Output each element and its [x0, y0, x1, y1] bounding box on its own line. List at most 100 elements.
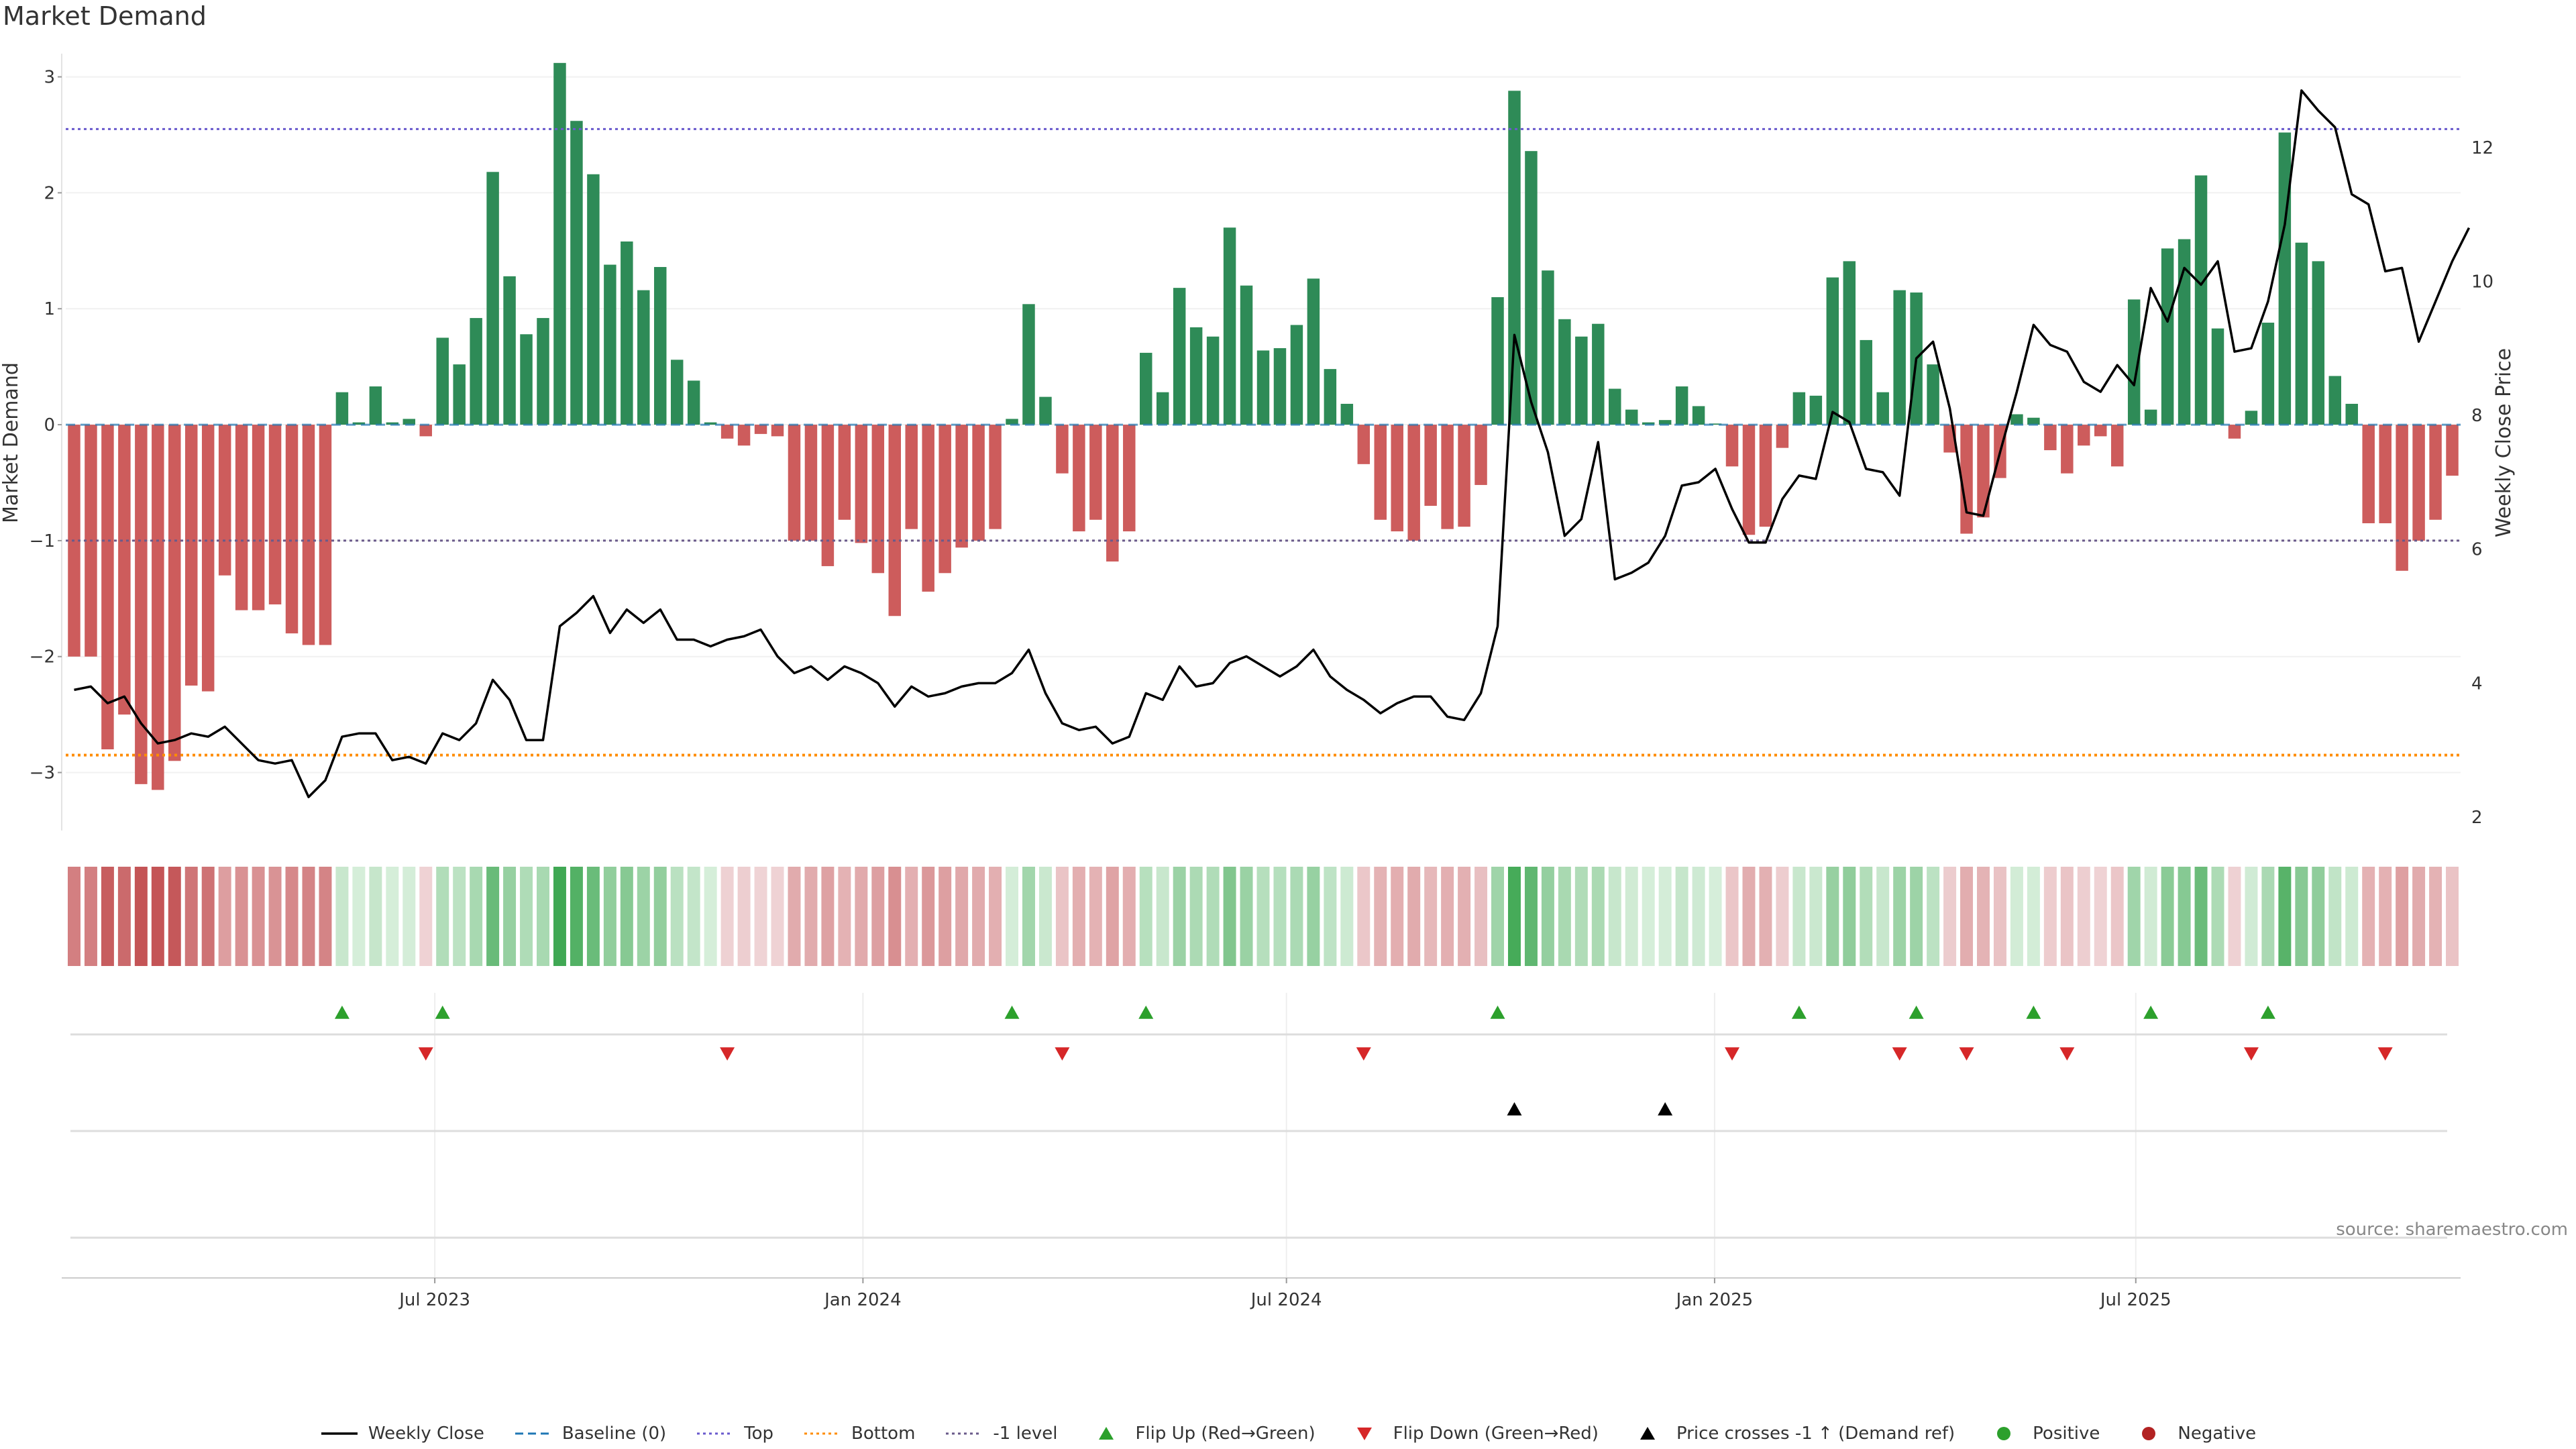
heat-cell	[352, 867, 366, 966]
heat-cell	[1441, 867, 1454, 966]
demand-bar	[1424, 425, 1437, 506]
heat-cell	[2010, 867, 2023, 966]
heat-strip	[67, 867, 2459, 966]
heat-cell	[2245, 867, 2258, 966]
flip-down-marker	[1959, 1047, 1974, 1061]
heat-cell	[268, 867, 282, 966]
demand-bar	[319, 425, 332, 645]
demand-bar	[687, 380, 700, 425]
demand-bar	[637, 290, 650, 425]
heat-cell	[1860, 867, 1873, 966]
legend-symbol	[697, 1432, 734, 1435]
legend-label: Price crosses -1 ↑ (Demand ref)	[1676, 1424, 1955, 1444]
heat-cell	[1843, 867, 1856, 966]
legend-symbol-mark	[1997, 1427, 2011, 1440]
flip-down-marker	[720, 1047, 735, 1061]
y-tick-label: −2	[30, 647, 55, 667]
heat-cell	[2144, 867, 2157, 966]
heat-cell	[1357, 867, 1371, 966]
flip-down-marker	[1055, 1047, 1070, 1061]
heat-cell	[2127, 867, 2141, 966]
y2-tick-label: 4	[2471, 674, 2483, 694]
heat-cell	[2328, 867, 2342, 966]
demand-bar	[1893, 290, 1906, 425]
demand-bar	[1725, 425, 1739, 467]
heat-cell	[821, 867, 835, 966]
heat-cell	[436, 867, 449, 966]
demand-bar	[503, 276, 516, 425]
demand-bar	[470, 318, 482, 425]
demand-bars	[68, 62, 2459, 790]
y2-tick-label: 6	[2471, 540, 2483, 560]
legend-label: Positive	[2033, 1424, 2100, 1444]
heat-cell	[2429, 867, 2443, 966]
demand-bar	[1742, 425, 1756, 535]
heat-cell	[2261, 867, 2275, 966]
demand-bar	[218, 425, 231, 576]
heat-cell	[1910, 867, 1923, 966]
flip-down-marker	[1725, 1047, 1740, 1061]
demand-bar	[2312, 261, 2325, 425]
demand-bar	[335, 392, 349, 425]
y-tick-label: −1	[30, 531, 55, 551]
heat-cell	[1574, 867, 1588, 966]
reference-lines	[66, 127, 2461, 757]
heat-cell	[2278, 867, 2292, 966]
demand-bar	[1525, 151, 1538, 425]
heat-cell	[2060, 867, 2074, 966]
heat-cell	[1038, 867, 1052, 966]
demand-bar	[1609, 388, 1621, 425]
y-tick-label: −3	[30, 763, 55, 784]
demand-bar	[2429, 425, 2442, 520]
demand-bar	[1876, 392, 1889, 425]
heat-cell	[402, 867, 416, 966]
heat-cell	[101, 867, 114, 966]
flip-up-marker	[1791, 1006, 1807, 1019]
demand-bar	[2027, 417, 2040, 425]
demand-bar	[821, 425, 835, 566]
demand-bar	[1642, 422, 1655, 425]
heat-cell	[1591, 867, 1605, 966]
heat-cell	[67, 867, 80, 966]
demand-bar	[2412, 425, 2425, 541]
heat-cell	[888, 867, 902, 966]
heat-cell	[720, 867, 734, 966]
heat-cell	[1893, 867, 1907, 966]
heat-cell	[1273, 867, 1287, 966]
legend-item: Top	[696, 1424, 773, 1444]
legend-label: Negative	[2178, 1424, 2257, 1444]
event-panels	[70, 1006, 2447, 1239]
demand-bar	[1156, 392, 1169, 425]
demand-bar	[788, 425, 801, 541]
demand-bar	[1324, 369, 1337, 425]
y2-tick-label: 10	[2471, 272, 2493, 292]
heat-cell	[2094, 867, 2107, 966]
heat-cell	[537, 867, 549, 966]
legend-symbol	[946, 1432, 983, 1435]
heat-cell	[788, 867, 801, 966]
flip-up-marker	[1138, 1006, 1154, 1019]
heat-cell	[2312, 867, 2325, 966]
heat-cell	[470, 867, 483, 966]
legend-symbol	[1099, 1427, 1114, 1440]
heat-cell	[520, 867, 533, 966]
demand-bar	[1625, 409, 1638, 425]
heat-cell	[1558, 867, 1571, 966]
demand-bar	[1106, 425, 1119, 562]
y-tick-label: 0	[44, 415, 55, 435]
heat-cell	[1692, 867, 1705, 966]
y-tick-label: 3	[44, 68, 55, 88]
flip-down-marker	[1892, 1047, 1907, 1061]
heat-cell	[1725, 867, 1739, 966]
legend-symbol-mark	[1640, 1427, 1655, 1440]
y-tick-label: 1	[44, 299, 55, 319]
heat-cell	[922, 867, 935, 966]
x-tick-label: Jan 2025	[1675, 1290, 1754, 1310]
demand-bar	[1123, 425, 1136, 532]
heat-cell	[2295, 867, 2308, 966]
heat-cell	[1006, 867, 1019, 966]
heat-cell	[1391, 867, 1404, 966]
flip-up-marker	[2260, 1006, 2275, 1019]
demand-bar	[1206, 336, 1220, 425]
demand-bar	[520, 334, 533, 425]
